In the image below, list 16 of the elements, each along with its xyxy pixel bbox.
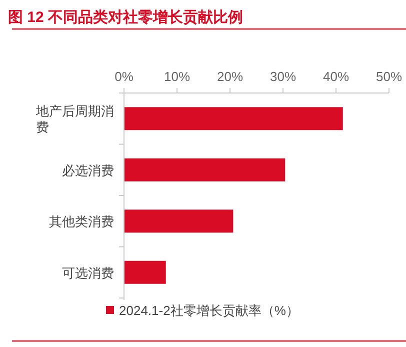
legend-label: 2024.1-2社零增长贡献率（%） bbox=[119, 303, 299, 318]
y-tick-label: 其他类消费 bbox=[49, 214, 114, 230]
x-tick-label: 50% bbox=[376, 69, 402, 84]
chart-title: 图 12 不同品类对社零增长贡献比例 bbox=[8, 9, 244, 26]
bar bbox=[124, 210, 234, 233]
x-tick-label: 40% bbox=[322, 69, 350, 84]
y-tick-label: 必选消费 bbox=[62, 162, 114, 178]
y-tick-label: 地产后周期消费 bbox=[35, 104, 114, 135]
bar bbox=[124, 107, 343, 130]
x-tick-label: 10% bbox=[164, 69, 190, 84]
x-tick-label: 0% bbox=[114, 69, 134, 84]
y-tick-label: 可选消费 bbox=[62, 265, 114, 280]
bar bbox=[124, 260, 166, 284]
x-tick-label: 30% bbox=[270, 69, 296, 84]
bar bbox=[124, 158, 286, 182]
x-tick-label: 20% bbox=[216, 69, 244, 84]
